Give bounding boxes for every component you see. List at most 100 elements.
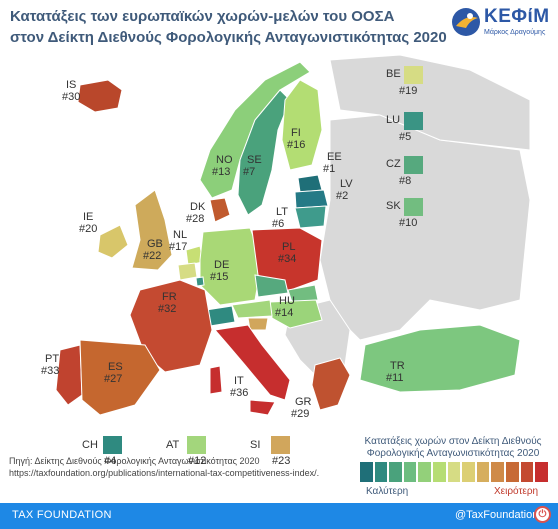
footer-handle[interactable]: @TaxFoundation xyxy=(455,509,539,521)
map-label-lt-rank: #6 xyxy=(272,218,284,230)
scale-swatch-9 xyxy=(491,462,505,482)
country-fr xyxy=(129,279,213,373)
country-ee xyxy=(297,174,323,193)
legend-ch-rank: #4 xyxy=(104,455,117,467)
country-gb xyxy=(131,189,173,271)
rank-color-scale xyxy=(360,462,548,482)
country-es xyxy=(79,339,161,416)
map-label-no-rank: #13 xyxy=(212,166,230,178)
legend-ch-code: CH xyxy=(82,439,98,451)
map-label-is-rank: #30 xyxy=(62,91,80,103)
country-de xyxy=(199,227,263,306)
scale-swatch-11 xyxy=(520,462,534,482)
map-label-se-code: SE xyxy=(247,154,262,166)
legend-at-rank: #12 xyxy=(188,455,207,467)
country-cz xyxy=(254,274,289,298)
logo-name: ΚΕΦίΜ xyxy=(484,6,550,27)
country-fi xyxy=(281,79,323,171)
map-label-dk-code: DK xyxy=(190,201,206,213)
map-label-hu-rank: #14 xyxy=(275,307,293,319)
map-label-gr-rank: #29 xyxy=(291,408,309,420)
country-sk xyxy=(287,284,319,303)
legend-si-swatch xyxy=(271,436,290,454)
map-label-fr-code: FR xyxy=(162,291,177,303)
map-label-es-rank: #27 xyxy=(104,373,122,385)
legend-sk-swatch xyxy=(404,198,423,216)
map-label-hu-code: HU xyxy=(279,295,295,307)
source-line-1: Πηγή: Δείκτης Διεθνούς Φορολογικής Ανταγ… xyxy=(9,456,260,466)
map-label-se-rank: #7 xyxy=(243,166,255,178)
scale-swatch-12 xyxy=(535,462,548,482)
map-label-es-code: ES xyxy=(108,361,123,373)
scale-swatch-10 xyxy=(506,462,519,482)
scale-title-1: Κατατάξεις χωρών στον Δείκτη Διεθνούς xyxy=(364,436,542,447)
map-label-no-code: NO xyxy=(216,154,233,166)
map-label-gb-code: GB xyxy=(147,238,163,250)
country-gr xyxy=(311,357,351,411)
kefim-logo-icon xyxy=(452,8,480,36)
legend-lu-code: LU xyxy=(386,114,401,126)
title-line-1: Κατατάξεις των ευρωπαϊκών χωρών-μελών το… xyxy=(10,8,395,25)
map-label-gb-rank: #22 xyxy=(143,250,161,262)
scale-swatch-6 xyxy=(447,462,461,482)
country-no xyxy=(199,61,311,199)
map-label-gr-code: GR xyxy=(295,396,312,408)
source-line-2: https://taxfoundation.org/publications/i… xyxy=(9,468,320,478)
footer-bar: TAX FOUNDATION @TaxFoundation xyxy=(0,503,558,529)
map-label-is-code: IS xyxy=(66,79,76,91)
country-be xyxy=(177,262,198,281)
region-russia-north xyxy=(329,54,531,151)
country-tr xyxy=(359,324,521,393)
region-east-non-oecd xyxy=(319,114,531,341)
legend-cz-code: CZ xyxy=(386,158,401,170)
scale-swatch-5 xyxy=(433,462,446,482)
scale-title-2: Φορολογικής Ανταγωνιστικότητας 2020 xyxy=(366,448,540,459)
country-it-sicily xyxy=(249,399,276,416)
map-label-pt-code: PT xyxy=(45,353,59,365)
map-label-de-rank: #15 xyxy=(210,271,228,283)
country-si xyxy=(247,317,269,331)
legend-si-code: SI xyxy=(250,439,261,451)
map-label-pt-rank: #33 xyxy=(41,365,59,377)
logo-subtitle: Μάρκος Δραγούμης xyxy=(484,29,546,36)
map-label-pl-rank: #34 xyxy=(278,253,296,265)
scale-swatch-7 xyxy=(462,462,475,482)
map-label-it-code: IT xyxy=(234,375,244,387)
map-label-fr-rank: #32 xyxy=(158,303,176,315)
country-pt xyxy=(55,344,83,406)
legend-be-swatch xyxy=(404,66,423,84)
map-label-ee-rank: #1 xyxy=(323,163,335,175)
country-dk xyxy=(209,197,231,223)
map-label-lv-code: LV xyxy=(340,178,353,190)
country-lv xyxy=(294,189,329,209)
scale-worse-label: Χειρότερη xyxy=(494,486,539,497)
close-icon[interactable]: ⏻ xyxy=(534,506,551,523)
legend-be-rank: #19 xyxy=(399,85,418,97)
country-is xyxy=(77,79,123,113)
legend-at-code: AT xyxy=(166,439,180,451)
map-label-tr-code: TR xyxy=(390,360,405,372)
legend-at-swatch xyxy=(187,436,206,454)
map-label-nl-code: NL xyxy=(173,229,187,241)
scale-swatch-0 xyxy=(360,462,373,482)
map-label-tr-rank: #11 xyxy=(386,372,404,384)
country-it xyxy=(214,324,291,401)
map-label-lv-rank: #2 xyxy=(336,190,348,202)
map-label-fi-rank: #16 xyxy=(287,139,305,151)
map-label-dk-rank: #28 xyxy=(186,213,204,225)
scale-swatch-8 xyxy=(476,462,490,482)
map-label-de-code: DE xyxy=(214,259,229,271)
source-note: Πηγή: Δείκτης Διεθνούς Φορολογικής Ανταγ… xyxy=(9,455,319,479)
map-label-ie-code: IE xyxy=(83,211,93,223)
scale-swatch-2 xyxy=(389,462,402,482)
map-label-lt-code: LT xyxy=(276,206,288,218)
map-label-pl-code: PL xyxy=(282,241,295,253)
map-label-fi-code: FI xyxy=(291,127,301,139)
title-line-2: στον Δείκτη Διεθνούς Φορολογικής Ανταγων… xyxy=(10,29,447,46)
legend-be-code: BE xyxy=(386,68,401,80)
country-at xyxy=(231,299,273,319)
country-it-sardinia xyxy=(209,365,223,395)
country-lt xyxy=(294,205,327,229)
country-se xyxy=(237,89,291,216)
